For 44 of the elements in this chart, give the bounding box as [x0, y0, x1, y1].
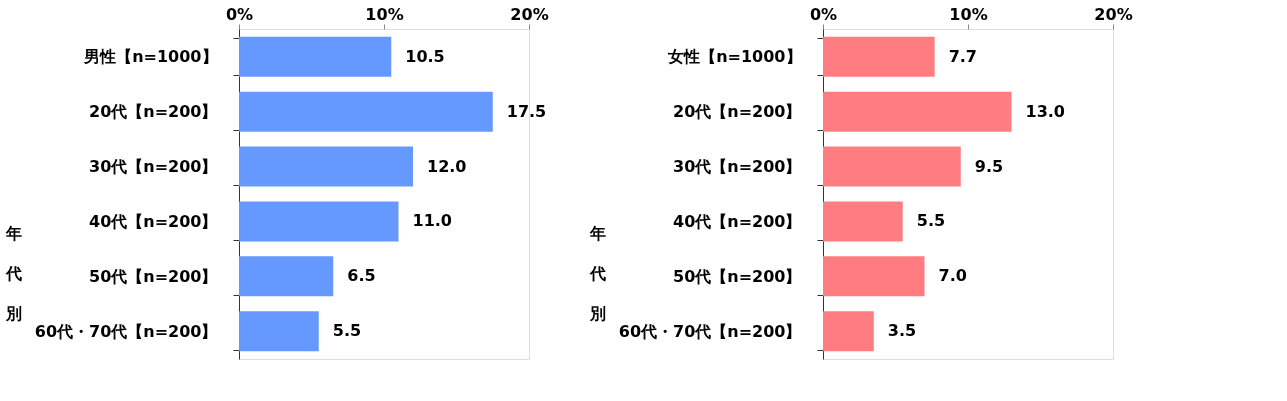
y-tick-label: 50代【n=200】 — [89, 266, 218, 286]
data-label: 3.5 — [887, 321, 917, 341]
data-label: 6.5 — [347, 266, 376, 286]
y-tick-label: 30代【n=200】 — [673, 157, 802, 177]
bar — [823, 146, 961, 187]
x-tick-label: 0% — [809, 4, 838, 24]
bar — [239, 201, 399, 242]
bar — [823, 36, 935, 77]
data-label: 11.0 — [412, 211, 452, 231]
y-tick-label: 20代【n=200】 — [89, 102, 218, 122]
bar — [239, 91, 493, 132]
bar — [823, 256, 925, 297]
data-label: 17.5 — [506, 101, 547, 121]
data-label: 12.0 — [427, 156, 467, 176]
y-tick-label: 40代【n=200】 — [673, 211, 802, 231]
y-tick-label: 30代【n=200】 — [89, 157, 218, 177]
bar — [239, 256, 334, 297]
bar — [239, 36, 392, 77]
text: 年代別 — [590, 224, 606, 323]
data-label: 13.0 — [1025, 101, 1065, 121]
y-tick-label: 男性【n=1000】 — [83, 47, 218, 67]
x-tick-label: 10% — [365, 4, 404, 24]
x-tick-label: 10% — [949, 4, 988, 24]
bar — [823, 91, 1012, 132]
y-tick-label: 50代【n=200】 — [673, 266, 802, 286]
y-tick-label: 60代・70代【n=200】 — [34, 321, 218, 341]
data-label: 7.0 — [938, 266, 967, 286]
data-label: 10.5 — [405, 46, 445, 66]
y-tick-label: 20代【n=200】 — [673, 102, 802, 122]
bar — [239, 146, 413, 187]
text: 年代別 — [6, 224, 22, 323]
data-label: 5.5 — [916, 211, 946, 231]
bar — [823, 311, 874, 352]
x-tick-label: 20% — [510, 4, 549, 24]
data-label: 9.5 — [974, 156, 1004, 176]
data-label: 5.5 — [332, 321, 362, 341]
bar — [823, 201, 903, 242]
bar — [239, 311, 319, 352]
y-tick-label: 60代・70代【n=200】 — [618, 321, 802, 341]
y-tick-label: 女性【n=1000】 — [667, 47, 802, 67]
data-label: 7.7 — [948, 46, 977, 66]
x-tick-label: 0% — [225, 4, 254, 24]
x-tick-label: 20% — [1094, 4, 1133, 24]
y-tick-label: 40代【n=200】 — [89, 211, 218, 231]
